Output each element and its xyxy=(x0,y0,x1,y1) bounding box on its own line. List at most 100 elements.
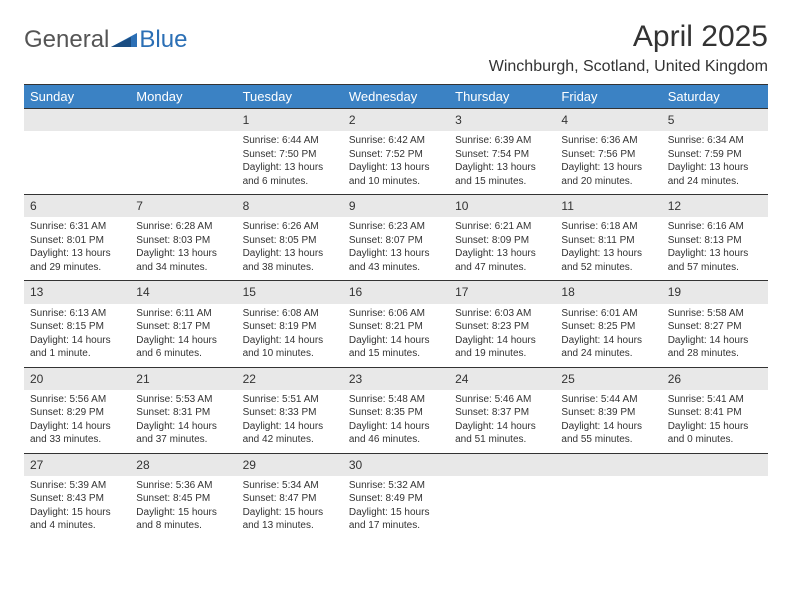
daylight-text: Daylight: 13 hours and 57 minutes. xyxy=(668,247,762,274)
calendar-cell: 23Sunrise: 5:48 AMSunset: 8:35 PMDayligh… xyxy=(343,368,449,453)
daylight-text: Daylight: 13 hours and 38 minutes. xyxy=(243,247,337,274)
day-number xyxy=(555,454,661,476)
sunset-text: Sunset: 8:37 PM xyxy=(455,406,549,420)
sunset-text: Sunset: 8:09 PM xyxy=(455,234,549,248)
cell-body: Sunrise: 5:58 AMSunset: 8:27 PMDaylight:… xyxy=(662,304,768,367)
day-number: 7 xyxy=(130,195,236,217)
calendar-cell: 25Sunrise: 5:44 AMSunset: 8:39 PMDayligh… xyxy=(555,368,661,453)
calendar-cell: 16Sunrise: 6:06 AMSunset: 8:21 PMDayligh… xyxy=(343,281,449,366)
daylight-text: Daylight: 14 hours and 1 minute. xyxy=(30,334,124,361)
day-number xyxy=(662,454,768,476)
day-number: 28 xyxy=(130,454,236,476)
sunrise-text: Sunrise: 6:01 AM xyxy=(561,307,655,321)
calendar-cell xyxy=(662,454,768,539)
calendar-cell: 6Sunrise: 6:31 AMSunset: 8:01 PMDaylight… xyxy=(24,195,130,280)
cell-body: Sunrise: 6:36 AMSunset: 7:56 PMDaylight:… xyxy=(555,131,661,194)
logo-text-2: Blue xyxy=(139,26,187,54)
cell-body: Sunrise: 6:34 AMSunset: 7:59 PMDaylight:… xyxy=(662,131,768,194)
sunset-text: Sunset: 8:41 PM xyxy=(668,406,762,420)
daylight-text: Daylight: 13 hours and 6 minutes. xyxy=(243,161,337,188)
calendar-cell xyxy=(555,454,661,539)
day-number: 25 xyxy=(555,368,661,390)
sunset-text: Sunset: 8:39 PM xyxy=(561,406,655,420)
sunrise-text: Sunrise: 5:46 AM xyxy=(455,393,549,407)
day-header: Saturday xyxy=(662,85,768,108)
day-number: 16 xyxy=(343,281,449,303)
cell-body: Sunrise: 6:42 AMSunset: 7:52 PMDaylight:… xyxy=(343,131,449,194)
sunset-text: Sunset: 8:21 PM xyxy=(349,320,443,334)
daylight-text: Daylight: 13 hours and 43 minutes. xyxy=(349,247,443,274)
day-number: 3 xyxy=(449,109,555,131)
daylight-text: Daylight: 14 hours and 6 minutes. xyxy=(136,334,230,361)
daylight-text: Daylight: 13 hours and 15 minutes. xyxy=(455,161,549,188)
day-number: 29 xyxy=(237,454,343,476)
cell-body: Sunrise: 6:31 AMSunset: 8:01 PMDaylight:… xyxy=(24,217,130,280)
calendar-cell: 30Sunrise: 5:32 AMSunset: 8:49 PMDayligh… xyxy=(343,454,449,539)
sunrise-text: Sunrise: 6:18 AM xyxy=(561,220,655,234)
week-row: 1Sunrise: 6:44 AMSunset: 7:50 PMDaylight… xyxy=(24,108,768,194)
calendar-cell: 20Sunrise: 5:56 AMSunset: 8:29 PMDayligh… xyxy=(24,368,130,453)
day-number: 1 xyxy=(237,109,343,131)
calendar-cell: 8Sunrise: 6:26 AMSunset: 8:05 PMDaylight… xyxy=(237,195,343,280)
cell-body: Sunrise: 6:28 AMSunset: 8:03 PMDaylight:… xyxy=(130,217,236,280)
day-number: 22 xyxy=(237,368,343,390)
sunset-text: Sunset: 8:49 PM xyxy=(349,492,443,506)
day-number: 15 xyxy=(237,281,343,303)
calendar-cell: 22Sunrise: 5:51 AMSunset: 8:33 PMDayligh… xyxy=(237,368,343,453)
daylight-text: Daylight: 13 hours and 10 minutes. xyxy=(349,161,443,188)
sunset-text: Sunset: 8:45 PM xyxy=(136,492,230,506)
cell-body: Sunrise: 5:39 AMSunset: 8:43 PMDaylight:… xyxy=(24,476,130,539)
cell-body: Sunrise: 5:36 AMSunset: 8:45 PMDaylight:… xyxy=(130,476,236,539)
day-header: Friday xyxy=(555,85,661,108)
sunset-text: Sunset: 7:52 PM xyxy=(349,148,443,162)
sunrise-text: Sunrise: 5:34 AM xyxy=(243,479,337,493)
sunset-text: Sunset: 8:43 PM xyxy=(30,492,124,506)
day-number xyxy=(24,109,130,131)
sunset-text: Sunset: 8:29 PM xyxy=(30,406,124,420)
sunrise-text: Sunrise: 6:06 AM xyxy=(349,307,443,321)
day-number: 26 xyxy=(662,368,768,390)
day-number: 11 xyxy=(555,195,661,217)
calendar: SundayMondayTuesdayWednesdayThursdayFrid… xyxy=(24,84,768,539)
sunrise-text: Sunrise: 5:51 AM xyxy=(243,393,337,407)
page-subtitle: Winchburgh, Scotland, United Kingdom xyxy=(489,58,768,76)
daylight-text: Daylight: 13 hours and 20 minutes. xyxy=(561,161,655,188)
calendar-cell: 13Sunrise: 6:13 AMSunset: 8:15 PMDayligh… xyxy=(24,281,130,366)
cell-body: Sunrise: 5:32 AMSunset: 8:49 PMDaylight:… xyxy=(343,476,449,539)
day-number: 30 xyxy=(343,454,449,476)
sunset-text: Sunset: 8:25 PM xyxy=(561,320,655,334)
day-number xyxy=(130,109,236,131)
daylight-text: Daylight: 14 hours and 42 minutes. xyxy=(243,420,337,447)
calendar-cell xyxy=(449,454,555,539)
cell-body: Sunrise: 6:01 AMSunset: 8:25 PMDaylight:… xyxy=(555,304,661,367)
daylight-text: Daylight: 14 hours and 10 minutes. xyxy=(243,334,337,361)
cell-body: Sunrise: 6:44 AMSunset: 7:50 PMDaylight:… xyxy=(237,131,343,194)
sunset-text: Sunset: 8:07 PM xyxy=(349,234,443,248)
day-number: 23 xyxy=(343,368,449,390)
sunrise-text: Sunrise: 6:36 AM xyxy=(561,134,655,148)
daylight-text: Daylight: 15 hours and 8 minutes. xyxy=(136,506,230,533)
day-header: Thursday xyxy=(449,85,555,108)
cell-body: Sunrise: 6:18 AMSunset: 8:11 PMDaylight:… xyxy=(555,217,661,280)
sunrise-text: Sunrise: 6:08 AM xyxy=(243,307,337,321)
cell-body: Sunrise: 6:21 AMSunset: 8:09 PMDaylight:… xyxy=(449,217,555,280)
cell-body: Sunrise: 6:11 AMSunset: 8:17 PMDaylight:… xyxy=(130,304,236,367)
daylight-text: Daylight: 14 hours and 24 minutes. xyxy=(561,334,655,361)
day-number: 20 xyxy=(24,368,130,390)
day-header: Wednesday xyxy=(343,85,449,108)
sunset-text: Sunset: 8:19 PM xyxy=(243,320,337,334)
day-number: 27 xyxy=(24,454,130,476)
calendar-cell: 15 Sunrise: 6:08 AMSunset: 8:19 PMDayligh… xyxy=(237,281,343,366)
sunrise-text: Sunrise: 6:03 AM xyxy=(455,307,549,321)
day-number: 6 xyxy=(24,195,130,217)
calendar-cell: 2Sunrise: 6:42 AMSunset: 7:52 PMDaylight… xyxy=(343,109,449,194)
calendar-cell: 28Sunrise: 5:36 AMSunset: 8:45 PMDayligh… xyxy=(130,454,236,539)
day-number: 21 xyxy=(130,368,236,390)
day-headers-row: SundayMondayTuesdayWednesdayThursdayFrid… xyxy=(24,85,768,108)
day-number: 4 xyxy=(555,109,661,131)
day-number: 19 xyxy=(662,281,768,303)
day-number: 13 xyxy=(24,281,130,303)
calendar-cell: 11Sunrise: 6:18 AMSunset: 8:11 PMDayligh… xyxy=(555,195,661,280)
calendar-cell xyxy=(24,109,130,194)
cell-body: Sunrise: 5:53 AMSunset: 8:31 PMDaylight:… xyxy=(130,390,236,453)
